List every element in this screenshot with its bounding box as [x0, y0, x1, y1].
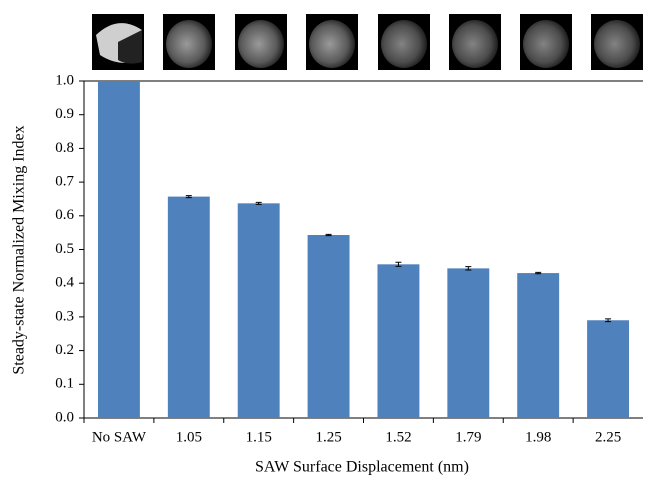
thumbnail-shape — [309, 20, 355, 68]
bar — [447, 268, 489, 418]
y-tick-label: 0.4 — [55, 275, 74, 291]
thumbnail-shape — [166, 20, 212, 68]
thumbnail-shape — [523, 20, 569, 68]
y-tick-label: 0.7 — [55, 174, 74, 190]
bar — [308, 235, 350, 418]
x-tick-label: 1.15 — [246, 429, 272, 445]
x-tick-label: 2.25 — [595, 429, 621, 445]
y-axis-title: Steady-state Normalized Mixing Index — [11, 125, 28, 374]
y-tick-label: 0.0 — [55, 409, 74, 425]
y-tick-label: 1.0 — [55, 72, 74, 88]
y-tick-label: 0.3 — [55, 308, 74, 324]
x-axis-title: SAW Surface Displacement (nm) — [255, 459, 469, 476]
bar — [168, 197, 210, 418]
x-tick-label: 1.05 — [176, 429, 202, 445]
bar — [238, 203, 280, 418]
chart: SAW Surface Displacement (nm) Steady-sta… — [0, 0, 649, 479]
y-tick-label: 0.8 — [55, 140, 74, 156]
thumbnail-shape — [594, 20, 640, 68]
y-tick-label: 0.1 — [55, 376, 74, 392]
x-tick-label: No SAW — [92, 429, 147, 445]
y-tick-label: 0.2 — [55, 342, 74, 358]
x-tick-label: 1.79 — [455, 429, 481, 445]
thumbnail-shape — [238, 20, 284, 68]
bar — [587, 320, 629, 418]
thumbnail-shape — [452, 20, 498, 68]
y-tick-label: 0.9 — [55, 106, 74, 122]
x-tick-label: 1.25 — [315, 429, 341, 445]
bar — [98, 81, 140, 418]
bar — [377, 264, 419, 418]
thumbnail-shape — [381, 20, 427, 68]
y-tick-label: 0.5 — [55, 241, 74, 257]
thumbnails — [92, 14, 643, 70]
y-tick-label: 0.6 — [55, 207, 74, 223]
bar — [517, 273, 559, 418]
x-tick-label: 1.52 — [385, 429, 411, 445]
x-tick-label: 1.98 — [525, 429, 551, 445]
